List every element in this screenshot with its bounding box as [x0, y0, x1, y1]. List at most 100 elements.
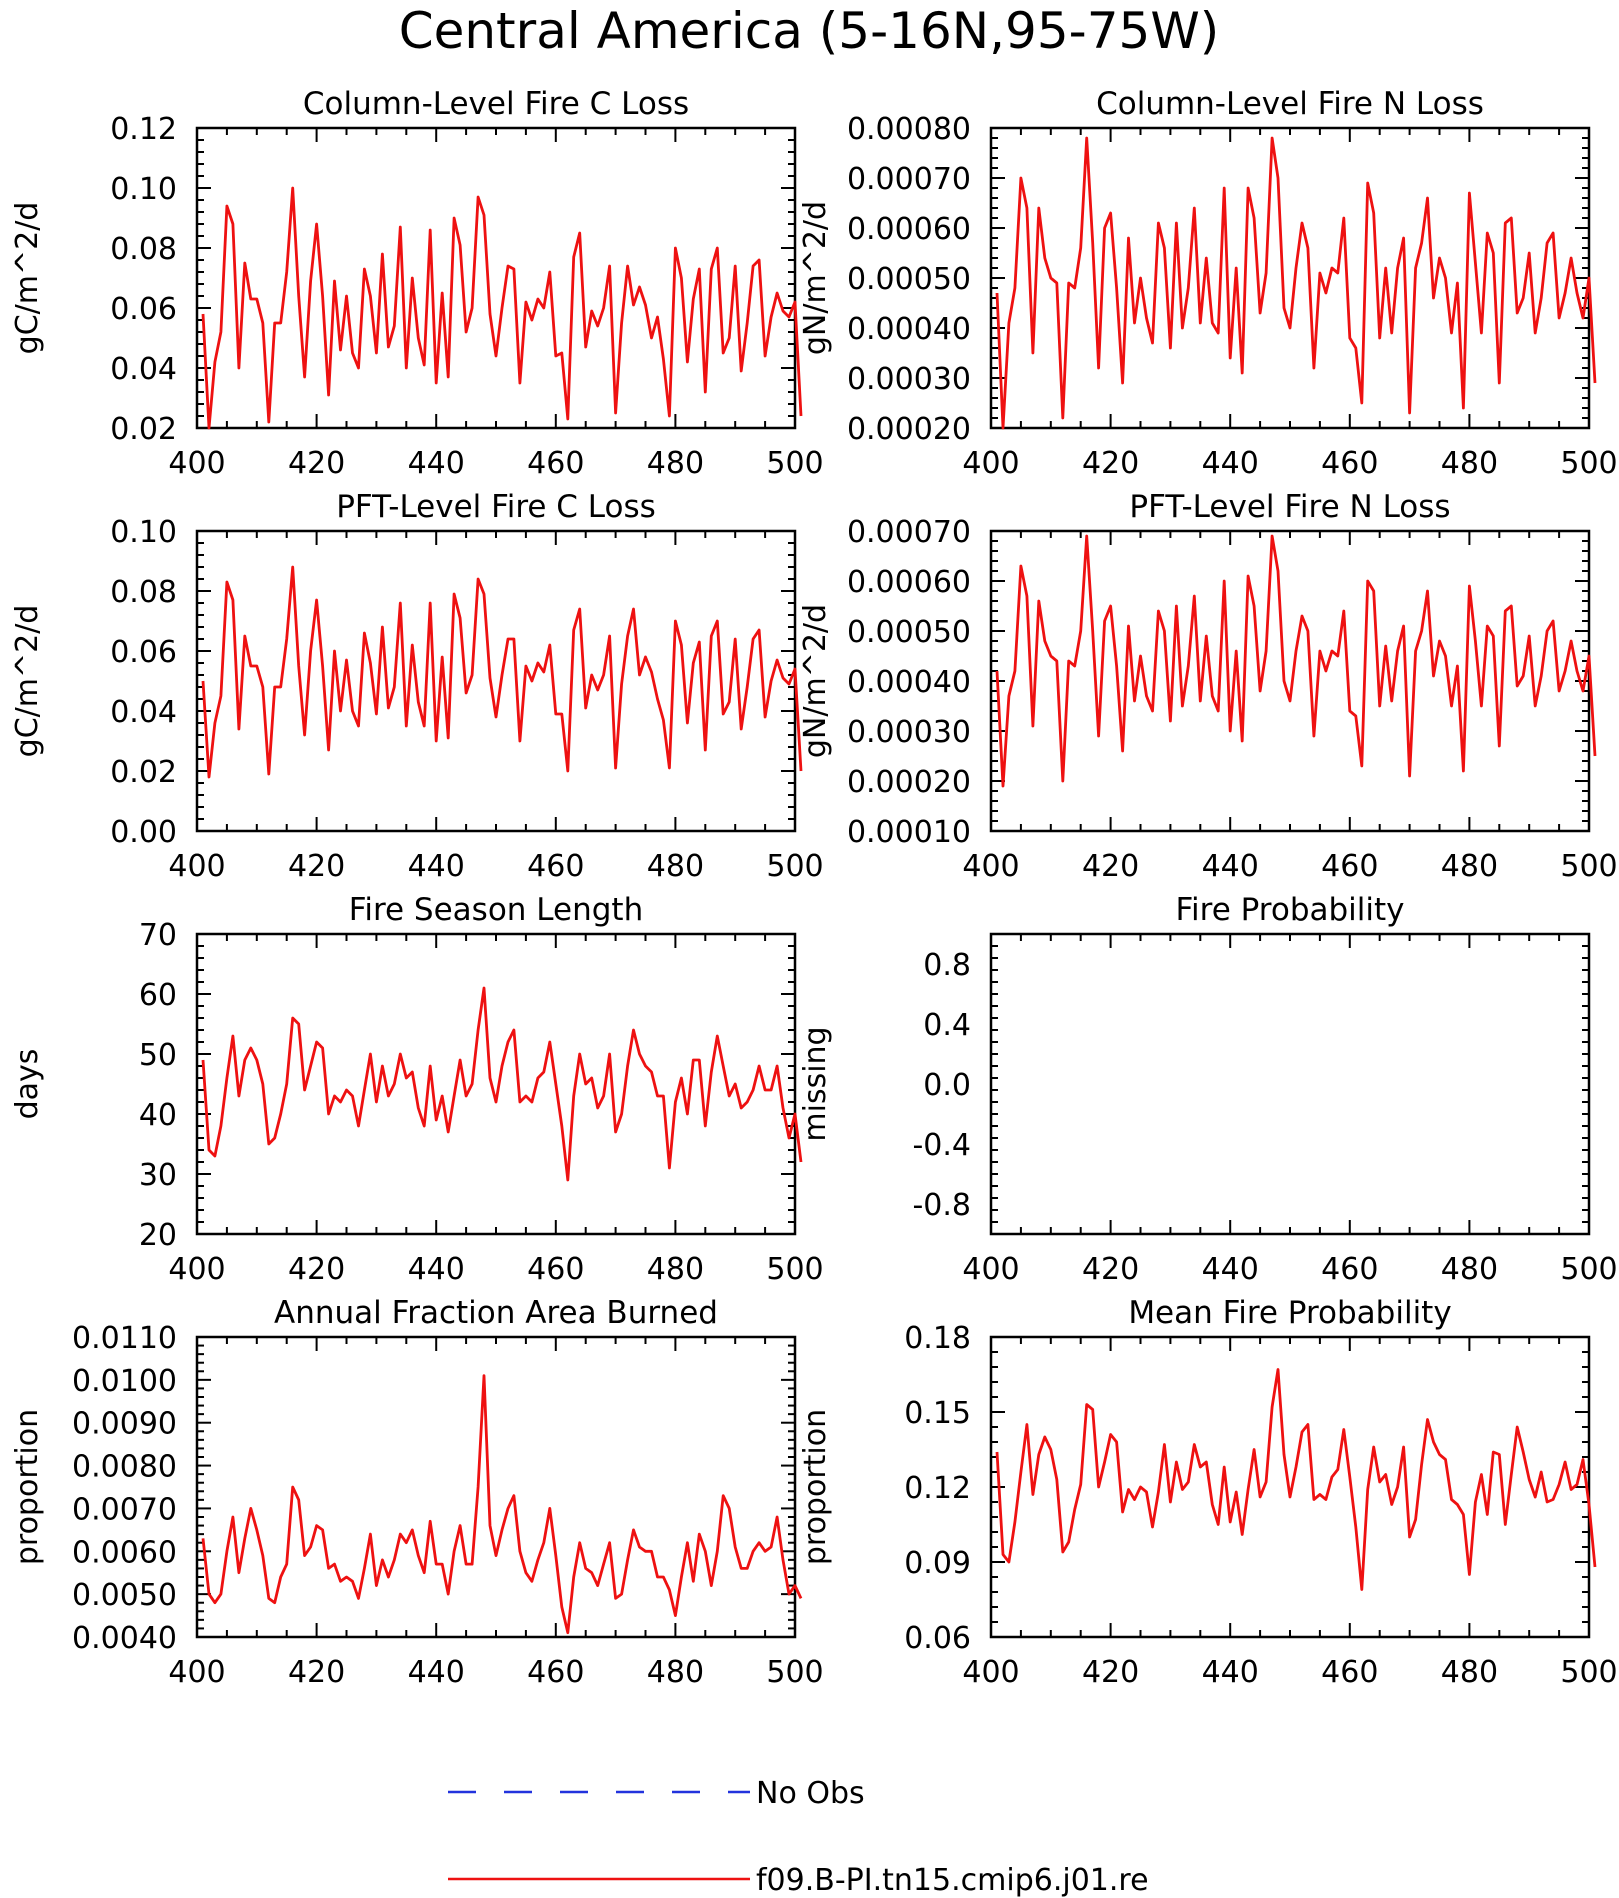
x-tick-label: 400 — [168, 446, 225, 481]
legend-label-no-obs: No Obs — [756, 1776, 865, 1811]
y-tick-label: 0.0110 — [72, 1321, 177, 1356]
x-tick-label: 500 — [766, 849, 823, 884]
x-tick-label: 420 — [288, 446, 345, 481]
y-axis-label: days — [10, 1049, 45, 1120]
y-tick-label: 60 — [139, 978, 177, 1013]
y-tick-label: 0.00050 — [847, 262, 971, 297]
plot-frame — [195, 529, 797, 833]
x-tick-label: 440 — [1202, 1252, 1259, 1287]
x-tick-label: 500 — [1560, 1252, 1617, 1287]
y-axis-label: missing — [798, 1026, 833, 1141]
y-axis-label: proportion — [10, 1409, 45, 1565]
y-tick-label: 0.06 — [110, 292, 177, 327]
x-tick-label: 420 — [288, 849, 345, 884]
y-tick-label: 0.8 — [923, 948, 971, 983]
y-tick-label: 0.00080 — [847, 112, 971, 147]
x-tick-label: 400 — [962, 446, 1019, 481]
y-tick-label: 0.08 — [110, 232, 177, 267]
x-tick-label: 400 — [962, 1252, 1019, 1287]
series-line-pft-level-fire-n-loss — [995, 534, 1597, 788]
y-tick-label: 30 — [139, 1158, 177, 1193]
plot-frame — [195, 1335, 797, 1639]
x-tick-label: 480 — [647, 1252, 704, 1287]
y-tick-label: 0.00030 — [847, 362, 971, 397]
x-tick-label: 480 — [1441, 849, 1498, 884]
y-tick-label: 0.00060 — [847, 212, 971, 247]
x-tick-label: 480 — [647, 849, 704, 884]
x-tick-label: 460 — [1321, 849, 1378, 884]
x-tick-label: 460 — [527, 446, 584, 481]
y-tick-label: 0.12 — [904, 1471, 971, 1506]
series-line-mean-fire-probability — [995, 1368, 1597, 1591]
x-tick-label: 420 — [288, 1252, 345, 1287]
series-line-column-level-fire-c-loss — [201, 186, 803, 430]
panel-column-level-fire-n-loss: 400 420 440 460 480 500 0.00020 0.00030 0.00040 0… — [798, 86, 1618, 481]
series-line-column-level-fire-n-loss — [995, 136, 1597, 430]
panel-title: Fire Probability — [1175, 892, 1404, 928]
y-tick-label: 0.02 — [110, 412, 177, 447]
x-tick-label: 400 — [962, 849, 1019, 884]
legend-label-model: f09.B-PI.tn15.cmip6.j01.re — [756, 1863, 1149, 1898]
y-tick-label: 0.0100 — [72, 1364, 177, 1399]
y-tick-label: 0.00020 — [847, 765, 971, 800]
y-tick-label: -0.8 — [912, 1188, 971, 1223]
y-tick-label: 0.00030 — [847, 715, 971, 750]
x-tick-label: 460 — [1321, 446, 1378, 481]
plot-frame — [989, 529, 1591, 833]
y-axis-label: gN/m^2/d — [798, 201, 833, 355]
x-tick-label: 440 — [408, 446, 465, 481]
panel-pft-level-fire-c-loss: 400 420 440 460 480 500 0.00 0.02 0.04 0.06 0.08 0.… — [10, 489, 824, 884]
x-tick-label: 400 — [168, 849, 225, 884]
figure-title: Central America (5-16N,95-75W) — [399, 2, 1220, 60]
panel-fire-probability: 400 420 440 460 480 500 -0.8 -0.4 0.0 0.4 0.8 Fire … — [798, 892, 1618, 1287]
y-tick-label: 0.00040 — [847, 312, 971, 347]
y-tick-label: 0.00060 — [847, 565, 971, 600]
series-line-fire-season-length — [201, 986, 803, 1182]
panel-column-level-fire-c-loss: 400 420 440 460 480 500 0.02 0.04 0.06 0.08 0.10 0.… — [10, 86, 824, 481]
y-axis-label: gC/m^2/d — [10, 605, 45, 758]
x-tick-label: 420 — [1082, 446, 1139, 481]
y-tick-label: 0.0060 — [72, 1535, 177, 1570]
y-tick-label: 0.04 — [110, 352, 177, 387]
panel-title: Column-Level Fire N Loss — [1096, 86, 1484, 122]
y-tick-label: 0.00040 — [847, 665, 971, 700]
panel-title: PFT-Level Fire N Loss — [1129, 489, 1450, 525]
x-tick-label: 400 — [962, 1655, 1019, 1690]
x-tick-label: 460 — [527, 849, 584, 884]
y-tick-label: 0.02 — [110, 755, 177, 790]
y-tick-label: 0.0 — [923, 1068, 971, 1103]
y-tick-label: -0.4 — [912, 1128, 971, 1163]
legend: No Obs f09.B-PI.tn15.cmip6.j01.re — [448, 1776, 1149, 1898]
y-axis-label: gC/m^2/d — [10, 202, 45, 355]
x-tick-label: 480 — [1441, 1252, 1498, 1287]
x-tick-label: 420 — [288, 1655, 345, 1690]
x-tick-label: 500 — [766, 446, 823, 481]
x-tick-label: 460 — [527, 1252, 584, 1287]
y-axis-label: gN/m^2/d — [798, 604, 833, 758]
x-tick-label: 460 — [527, 1655, 584, 1690]
x-tick-label: 420 — [1082, 849, 1139, 884]
y-tick-label: 0.00070 — [847, 515, 971, 550]
x-tick-label: 460 — [1321, 1655, 1378, 1690]
y-tick-label: 0.10 — [110, 515, 177, 550]
x-tick-label: 480 — [647, 446, 704, 481]
panel-title: Mean Fire Probability — [1128, 1295, 1451, 1331]
x-tick-label: 440 — [408, 1252, 465, 1287]
y-tick-label: 0.00020 — [847, 412, 971, 447]
x-tick-label: 500 — [1560, 849, 1617, 884]
y-tick-label: 70 — [139, 918, 177, 953]
x-tick-label: 400 — [168, 1655, 225, 1690]
x-tick-label: 460 — [1321, 1252, 1378, 1287]
y-tick-label: 0.06 — [904, 1621, 971, 1656]
y-tick-label: 0.00050 — [847, 615, 971, 650]
x-tick-label: 500 — [766, 1655, 823, 1690]
x-tick-label: 440 — [408, 849, 465, 884]
y-tick-label: 0.00010 — [847, 815, 971, 850]
y-tick-label: 0.06 — [110, 635, 177, 670]
x-tick-label: 420 — [1082, 1655, 1139, 1690]
y-tick-label: 0.15 — [904, 1396, 971, 1431]
x-tick-label: 480 — [1441, 446, 1498, 481]
x-tick-label: 500 — [1560, 446, 1617, 481]
x-tick-label: 440 — [1202, 1655, 1259, 1690]
y-tick-label: 0.08 — [110, 575, 177, 610]
